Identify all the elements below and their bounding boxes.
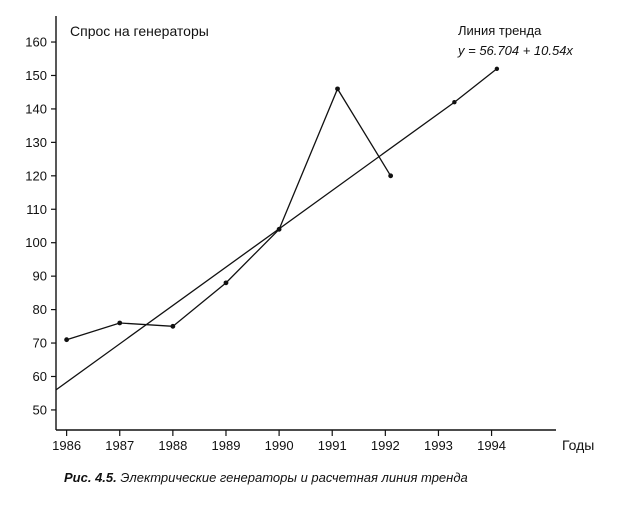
trend-points: [452, 66, 500, 105]
y-ticks: 50 60 70 80 90 100 110 120 130 140 150 160: [25, 35, 56, 417]
y-tick-label: 70: [33, 336, 47, 351]
y-tick-label: 110: [26, 202, 47, 217]
x-tick-label: 1992: [371, 438, 400, 453]
trend-point: [452, 100, 457, 105]
figure-caption: Рис. 4.5. Электрические генераторы и рас…: [64, 470, 604, 485]
figure-caption-text: Электрические генераторы и расчетная лин…: [120, 470, 468, 485]
x-axis-title: Годы: [562, 437, 594, 453]
demand-series-points: [64, 86, 394, 343]
trend-point: [494, 66, 500, 71]
data-point: [223, 280, 229, 286]
data-point: [64, 337, 70, 343]
y-tick-label: 60: [33, 369, 47, 384]
y-tick-label: 120: [25, 168, 47, 183]
y-tick-label: 140: [25, 101, 47, 116]
trend-line: [55, 68, 498, 391]
trend-equation: y = 56.704 + 10.54x: [457, 43, 573, 58]
x-ticks: 1986 1987 1988 1989 1990 1991 1992 1993 1994: [52, 430, 506, 453]
y-axis-title: Спрос на генераторы: [70, 23, 209, 39]
x-tick-label: 1988: [158, 438, 187, 453]
y-tick-label: 80: [33, 302, 47, 317]
x-tick-label: 1990: [265, 438, 294, 453]
x-tick-label: 1987: [105, 438, 134, 453]
x-tick-label: 1986: [52, 438, 81, 453]
figure-caption-number: Рис. 4.5.: [64, 470, 117, 485]
y-tick-label: 150: [25, 68, 47, 83]
x-tick-label: 1989: [212, 438, 241, 453]
data-point: [388, 173, 394, 179]
data-point: [276, 226, 282, 232]
data-point: [335, 86, 340, 92]
x-tick-label: 1994: [477, 438, 506, 453]
x-tick-label: 1993: [424, 438, 453, 453]
trend-label: Линия тренда: [458, 23, 542, 38]
axes: [55, 16, 556, 431]
y-tick-label: 90: [33, 269, 47, 284]
y-tick-label: 130: [25, 135, 47, 150]
data-point: [117, 320, 123, 326]
demand-series-line: [66, 87, 392, 341]
y-tick-label: 160: [25, 35, 47, 50]
y-tick-label: 100: [25, 235, 47, 250]
y-tick-label: 50: [33, 402, 47, 417]
x-tick-label: 1991: [318, 438, 347, 453]
data-point: [170, 323, 176, 329]
